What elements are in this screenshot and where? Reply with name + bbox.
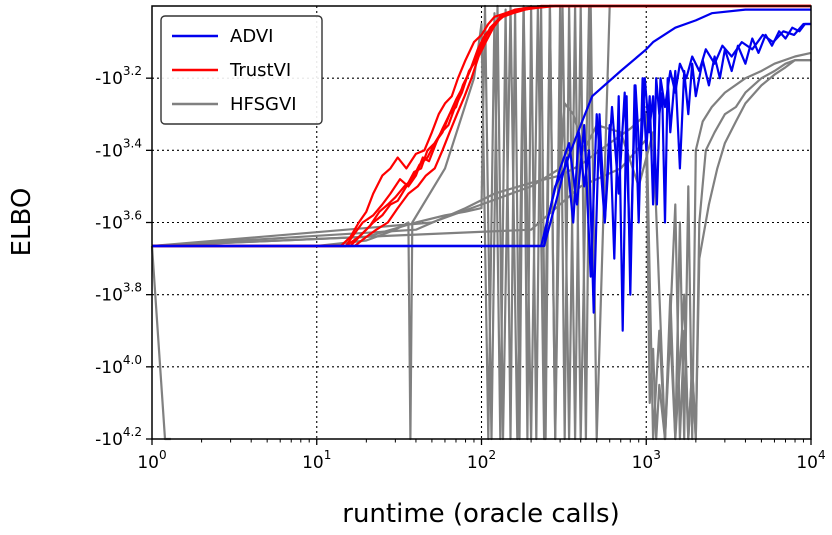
x-axis-label: runtime (oracle calls) <box>342 499 619 529</box>
x-tick-label: 102 <box>467 448 496 473</box>
y-tick-label: -103.2 <box>95 64 142 89</box>
legend-box <box>160 15 323 125</box>
legend: ADVI TrustVI HFSGVI <box>160 15 323 125</box>
series-line-advi <box>152 22 811 332</box>
series-line-trustvi <box>152 4 811 248</box>
series-advi <box>152 8 811 332</box>
series-line-trustvi <box>152 4 811 248</box>
y-tick-label: -103.8 <box>95 281 142 306</box>
y-axis-label: ELBO <box>7 188 37 257</box>
series-line-advi <box>152 22 811 278</box>
y-tick-label: -104.0 <box>95 353 142 378</box>
x-axis-ticks: 100 101 102 103 104 <box>137 439 826 473</box>
series-trustvi <box>152 4 811 248</box>
y-tick-label: -103.6 <box>95 209 142 234</box>
legend-label-hfsgvi: HFSGVI <box>230 94 297 115</box>
y-tick-label: -103.4 <box>95 136 142 161</box>
legend-label-trustvi: TrustVI <box>229 60 291 81</box>
y-axis-ticks: -103.2 -103.4 -103.6 -103.8 -104.0 -104.2 <box>95 64 152 450</box>
legend-label-advi: ADVI <box>230 26 273 47</box>
x-tick-label: 103 <box>632 448 661 473</box>
series-line-hfsgvi <box>150 245 171 441</box>
x-tick-label: 100 <box>137 448 166 473</box>
series-line-hfsgvi <box>151 58 811 441</box>
x-tick-label: 101 <box>302 448 331 473</box>
series-line-hfsgvi <box>151 58 811 441</box>
y-tick-label: -104.2 <box>95 425 142 450</box>
series-line-hfsgvi <box>152 4 811 441</box>
grid-lines <box>152 6 811 439</box>
x-tick-label: 104 <box>796 448 825 473</box>
series-line-advi <box>152 8 811 248</box>
